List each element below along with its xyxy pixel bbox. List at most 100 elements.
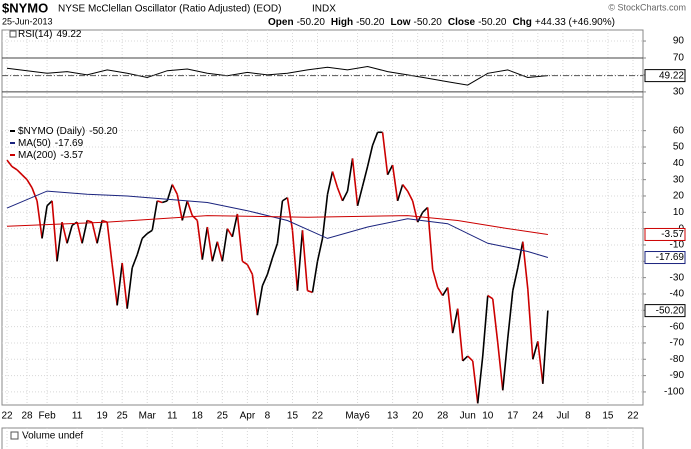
price-segment — [271, 243, 279, 259]
x-tick-label: 19 — [97, 411, 109, 422]
price-segment — [406, 190, 414, 202]
price-segment — [221, 228, 229, 262]
price-segment — [266, 257, 274, 275]
quote-label: Chg — [512, 17, 531, 28]
quote-value: -50.20 — [478, 17, 507, 28]
price-segment — [106, 222, 113, 265]
volume-frame — [1, 427, 644, 449]
main-frame — [1, 96, 644, 406]
price-segment — [6, 159, 13, 168]
price-segment — [286, 197, 294, 231]
price-segment — [291, 230, 299, 291]
price-segment — [246, 264, 254, 275]
x-tick-label: 24 — [532, 411, 544, 422]
price-segment — [506, 290, 514, 339]
quote-value: -50.20 — [297, 17, 326, 28]
price-segment — [26, 179, 33, 189]
x-tick-label: 15 — [287, 411, 299, 422]
x-tick-label: Feb — [38, 411, 56, 422]
x-tick-label: 15 — [602, 411, 614, 422]
legend-entry: MA(50) -17.69 — [18, 138, 84, 149]
y-tick-label: -40 — [670, 289, 685, 300]
price-segment — [462, 355, 469, 362]
price-segment — [496, 342, 504, 391]
price-segment — [326, 171, 334, 195]
price-segment — [11, 165, 18, 171]
price-segment — [471, 360, 479, 404]
price-segment — [111, 264, 118, 306]
x-tick-label: 20 — [412, 411, 424, 422]
price-segment — [121, 262, 128, 309]
quote-label: Low — [391, 17, 411, 28]
price-segment — [522, 241, 529, 290]
price-segment — [186, 200, 194, 216]
x-tick-label: 22 — [1, 411, 13, 422]
price-segment — [56, 222, 63, 262]
y-tick-label: 70 — [673, 53, 685, 64]
price-segment — [501, 337, 509, 391]
x-tick-label: 8 — [585, 411, 591, 422]
series-line — [6, 65, 548, 86]
price-segment — [371, 132, 379, 146]
price-segment — [386, 164, 394, 176]
price-segment — [162, 200, 168, 204]
price-segment — [336, 187, 344, 202]
quote-value: -50.20 — [414, 17, 443, 28]
price-segment — [321, 194, 329, 239]
price-segment — [366, 145, 374, 167]
price-segment — [481, 295, 489, 357]
price-segment — [346, 158, 354, 192]
y-tick-label: -70 — [670, 338, 685, 349]
price-segment — [411, 200, 419, 223]
price-segment — [446, 287, 454, 334]
price-segment — [316, 238, 324, 262]
price-segment — [216, 241, 224, 262]
price-segment — [451, 308, 459, 334]
legend-name: RSI(14) — [18, 29, 52, 40]
price-segment — [491, 298, 499, 344]
price-segment — [196, 220, 204, 260]
price-segment — [81, 220, 88, 244]
legend-value: -3.57 — [60, 150, 83, 161]
value-box — [644, 69, 686, 83]
price-segment — [422, 206, 429, 213]
x-tick-label: 10 — [482, 411, 494, 422]
x-tick-label: 11 — [167, 411, 178, 422]
last-value-label: -3.57 — [661, 229, 684, 240]
price-segment — [36, 200, 43, 239]
legend-entry: RSI(14) 49.22 — [18, 29, 82, 40]
exchange: INDX — [312, 4, 336, 15]
price-segment — [31, 187, 38, 202]
price-segment — [276, 200, 284, 244]
legend-icon — [9, 30, 17, 38]
price-segment — [396, 184, 404, 202]
y-tick-label: 40 — [673, 158, 685, 169]
volume-icon — [10, 431, 19, 440]
price-segment — [356, 185, 364, 206]
price-segment — [261, 274, 269, 287]
price-segment — [487, 294, 494, 300]
legend-name: MA(200) — [18, 150, 56, 161]
price-segment — [151, 200, 159, 231]
price-segment — [176, 194, 184, 221]
price-segment — [401, 184, 409, 192]
legend-value: -17.69 — [55, 138, 84, 149]
price-segment — [476, 355, 484, 404]
series-line — [6, 190, 549, 258]
legend-value: 49.22 — [56, 29, 81, 40]
value-box — [644, 227, 686, 241]
x-tick-label: 8 — [265, 411, 271, 422]
y-tick-label: 30 — [673, 87, 685, 98]
price-segment — [171, 184, 178, 195]
legend-entry: MA(200) -3.57 — [18, 150, 84, 161]
price-segment — [236, 213, 244, 262]
price-segment — [206, 226, 214, 262]
price-segment — [66, 225, 73, 244]
price-segment — [296, 230, 304, 291]
price-segment — [512, 267, 519, 291]
x-tick-label: 17 — [507, 411, 519, 422]
price-segment — [86, 219, 93, 223]
last-value-label: -17.69 — [656, 252, 685, 263]
price-segment — [542, 310, 549, 384]
price-segment — [467, 355, 474, 362]
